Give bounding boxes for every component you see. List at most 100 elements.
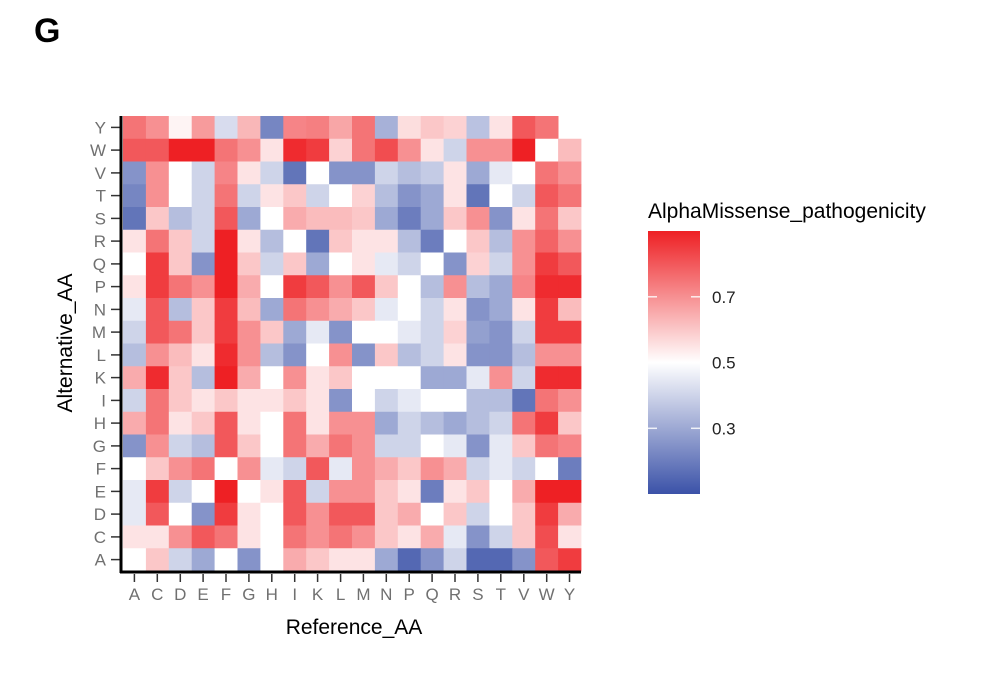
- heatmap-cell-A-E: [123, 480, 147, 504]
- y-tick-label: V: [95, 164, 107, 183]
- heatmap-cell-G-E: [237, 480, 261, 504]
- heatmap-cell-F-D: [214, 502, 238, 526]
- heatmap-cell-P-L: [397, 343, 422, 367]
- heatmap-cell-L-C: [329, 525, 353, 549]
- heatmap-cell-D-G: [168, 434, 193, 458]
- heatmap-cell-E-K: [191, 366, 215, 390]
- heatmap-cell-E-Y: [191, 116, 215, 140]
- heatmap-cell-I-P: [283, 275, 307, 299]
- heatmap-cell-P-Q: [397, 252, 422, 276]
- heatmap-cell-K-F: [306, 457, 330, 481]
- heatmap-cell-W-H: [535, 411, 559, 435]
- x-tick-label: E: [197, 585, 208, 604]
- heatmap-cell-C-K: [145, 366, 170, 390]
- heatmap-cell-T-S: [489, 207, 513, 231]
- heatmap-cell-W-M: [535, 320, 559, 344]
- heatmap-cell-D-R: [168, 229, 193, 253]
- heatmap-cell-T-W: [489, 138, 513, 162]
- heatmap-cell-D-I: [168, 389, 193, 413]
- heatmap-cell-K-Q: [306, 252, 330, 276]
- y-tick-label: Q: [93, 255, 106, 274]
- heatmap-cell-K-E: [306, 480, 330, 504]
- heatmap-cell-C-E: [145, 480, 170, 504]
- heatmap-cell-N-G: [374, 434, 399, 458]
- heatmap-cell-F-F: [214, 457, 238, 481]
- heatmap-cell-G-P: [237, 275, 261, 299]
- heatmap-cell-N-E: [374, 480, 399, 504]
- legend-ticks: 0.3 0.5 0.7: [648, 288, 736, 438]
- heatmap-cell-N-R: [374, 229, 399, 253]
- heatmap-cell-Y-V: [558, 161, 582, 185]
- heatmap-cell-M-C: [352, 525, 376, 549]
- heatmap-cell-F-Q: [214, 252, 238, 276]
- heatmap-cell-K-N: [306, 298, 330, 322]
- heatmap-cell-Y-E: [558, 480, 582, 504]
- heatmap-cell-R-L: [443, 343, 467, 367]
- y-tick-label: N: [94, 300, 106, 319]
- x-tick-label: N: [380, 585, 392, 604]
- heatmap-cell-M-F: [352, 457, 376, 481]
- heatmap-cell-R-V: [443, 161, 467, 185]
- heatmap-cell-C-Y: [145, 116, 170, 140]
- heatmap-cell-N-S: [374, 207, 399, 231]
- x-tick-label: D: [174, 585, 186, 604]
- heatmap-cell-A-A: [123, 548, 147, 572]
- heatmap-cell-M-W: [352, 138, 376, 162]
- heatmap-cell-M-I: [352, 389, 376, 413]
- heatmap-cell-I-D: [283, 502, 307, 526]
- heatmap-cell-P-A: [397, 548, 422, 572]
- heatmap-cell-Q-P: [420, 275, 444, 299]
- heatmap-cell-S-I: [466, 389, 490, 413]
- heatmap-cell-H-D: [260, 502, 284, 526]
- y-tick-label: W: [90, 141, 106, 160]
- heatmap-cell-P-G: [397, 434, 422, 458]
- heatmap-cell-H-A: [260, 548, 284, 572]
- heatmap-cell-V-W: [512, 138, 536, 162]
- heatmap-cell-W-G: [535, 434, 559, 458]
- heatmap-cell-C-D: [145, 502, 170, 526]
- heatmap-cell-E-F: [191, 457, 215, 481]
- heatmap-cell-K-I: [306, 389, 330, 413]
- heatmap-cell-V-D: [512, 502, 536, 526]
- heatmap-cell-W-N: [535, 298, 559, 322]
- heatmap-cell-M-Y: [352, 116, 376, 140]
- heatmap-cell-Y-I: [558, 389, 582, 413]
- heatmap-cell-Q-Y: [420, 116, 444, 140]
- heatmap-cell-G-D: [237, 502, 261, 526]
- heatmap-cell-V-I: [512, 389, 536, 413]
- heatmap-cell-A-P: [123, 275, 147, 299]
- heatmap-cell-Q-A: [420, 548, 444, 572]
- heatmap-cell-K-K: [306, 366, 330, 390]
- heatmap-cell-H-R: [260, 229, 284, 253]
- heatmap-cell-V-L: [512, 343, 536, 367]
- heatmap-cell-F-S: [214, 207, 238, 231]
- heatmap-cell-H-M: [260, 320, 284, 344]
- heatmap-cell-D-Y: [168, 116, 193, 140]
- heatmap-cell-V-F: [512, 457, 536, 481]
- heatmap-cell-H-H: [260, 411, 284, 435]
- heatmap-cell-L-E: [329, 480, 353, 504]
- heatmap-cell-N-D: [374, 502, 399, 526]
- heatmap-cell-T-Q: [489, 252, 513, 276]
- y-tick-label: D: [94, 505, 106, 524]
- heatmap-cell-S-M: [466, 320, 490, 344]
- heatmap-cell-D-C: [168, 525, 193, 549]
- heatmap-cell-N-A: [374, 548, 399, 572]
- heatmap-cell-G-H: [237, 411, 261, 435]
- heatmap-cell-R-M: [443, 320, 467, 344]
- heatmap-cell-N-P: [374, 275, 399, 299]
- heatmap-cell-V-A: [512, 548, 536, 572]
- heatmap-cell-S-N: [466, 298, 490, 322]
- heatmap-cell-C-L: [145, 343, 170, 367]
- heatmap-cell-K-L: [306, 343, 330, 367]
- heatmap-cell-A-L: [123, 343, 147, 367]
- heatmap-cell-I-K: [283, 366, 307, 390]
- heatmap-cell-F-L: [214, 343, 238, 367]
- heatmap-cell-D-H: [168, 411, 193, 435]
- heatmap-cell-Q-C: [420, 525, 444, 549]
- heatmap-cell-C-G: [145, 434, 170, 458]
- heatmap-cell-Q-Q: [420, 252, 444, 276]
- heatmap-cell-Y-T: [558, 184, 582, 208]
